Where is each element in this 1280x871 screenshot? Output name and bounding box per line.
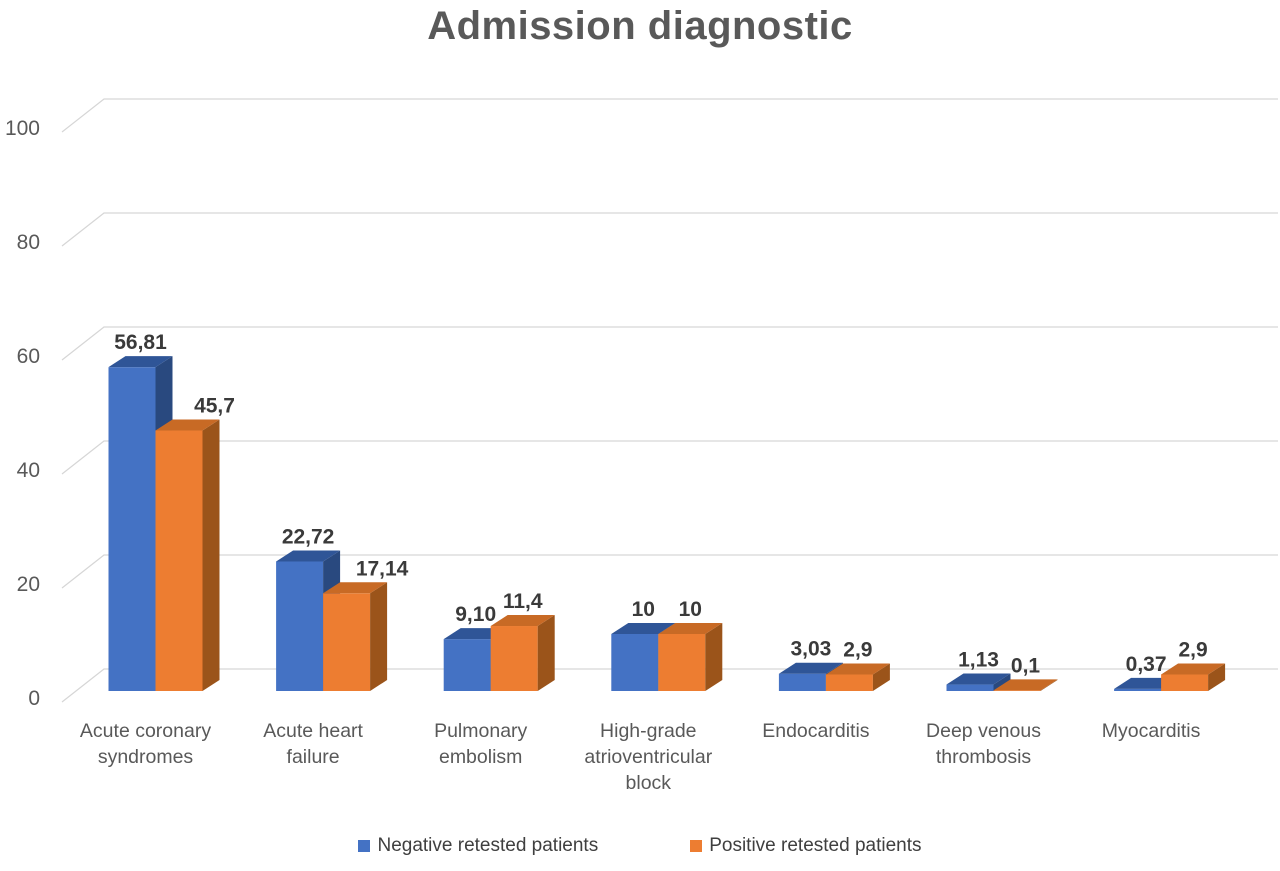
y-axis-tick-label: 40 xyxy=(17,459,40,482)
gridline-80 xyxy=(61,212,1278,247)
category-label: High-grade xyxy=(600,720,696,742)
data-label: 56,81 xyxy=(114,331,167,354)
legend-swatch-negative xyxy=(358,840,371,852)
bar-positive-side xyxy=(1208,663,1226,691)
bar-negative-top xyxy=(276,550,341,562)
category-label: Endocarditis xyxy=(762,720,870,742)
category-label: atrioventricular xyxy=(584,746,712,768)
y-axis-tick-label: 100 xyxy=(5,117,40,140)
data-label: 0,37 xyxy=(1126,653,1167,676)
legend-label-negative: Negative retested patients xyxy=(377,835,599,856)
gridline-100 xyxy=(61,98,1278,133)
category-label: Myocarditis xyxy=(1102,720,1201,742)
bar-positive-side xyxy=(705,623,723,691)
bar-negative-front xyxy=(443,639,491,691)
data-label: 2,9 xyxy=(843,638,872,661)
bar-positive-top xyxy=(825,663,890,675)
bar-positive-front xyxy=(993,690,1041,691)
bar-positive-side xyxy=(872,663,890,691)
data-label: 22,72 xyxy=(282,525,335,548)
y-axis-tick-label: 20 xyxy=(17,573,40,596)
data-label: 2,9 xyxy=(1178,638,1207,661)
category-label: Acute coronary xyxy=(80,720,211,742)
category-label: block xyxy=(626,772,672,794)
bar-negative-front xyxy=(108,367,156,691)
category-label: failure xyxy=(287,746,340,768)
data-label: 17,14 xyxy=(356,557,409,580)
chart-title: Admission diagnostic xyxy=(427,4,853,48)
y-axis-tick-label: 80 xyxy=(17,231,40,254)
bar-positive-front xyxy=(658,634,706,691)
bar-positive-top xyxy=(155,419,220,431)
bar-positive-front xyxy=(323,593,371,691)
bar-negative-top xyxy=(946,673,1011,685)
category-label: thrombosis xyxy=(936,746,1032,768)
data-label: 3,03 xyxy=(790,638,831,661)
y-axis-tick-label: 0 xyxy=(28,687,40,710)
bar-positive-side xyxy=(202,419,220,691)
bar-negative-top xyxy=(108,356,173,368)
bar-negative-side xyxy=(993,673,1011,691)
bar-negative-front xyxy=(1114,688,1162,691)
bar-positive-top xyxy=(658,623,723,634)
category-label: syndromes xyxy=(98,746,194,768)
bar-negative-top xyxy=(778,662,843,674)
data-label: 1,13 xyxy=(958,649,999,672)
legend-item-negative: Negative retested patients xyxy=(358,835,598,857)
category-label: Deep venous xyxy=(926,720,1041,742)
data-label: 11,4 xyxy=(503,590,543,613)
bar-positive-top xyxy=(323,582,388,594)
category-label: embolism xyxy=(439,746,522,768)
bar-negative-front xyxy=(276,561,324,691)
y-axis-tick-label: 60 xyxy=(17,345,40,368)
gridline-20 xyxy=(61,554,1278,589)
category-label: Pulmonary xyxy=(434,720,527,742)
legend-swatch-positive xyxy=(690,840,703,852)
bar-positive-side xyxy=(537,615,555,691)
bar-negative-front xyxy=(778,673,826,691)
data-label: 45,7 xyxy=(194,395,235,418)
data-label: 10 xyxy=(632,598,655,621)
bar-positive-top xyxy=(1161,663,1226,675)
bar-negative-front xyxy=(946,684,994,691)
bar-positive-front xyxy=(155,430,203,691)
bar-positive-front xyxy=(825,674,873,691)
bar-negative-top xyxy=(611,623,676,634)
bar-positive-side xyxy=(1040,679,1058,691)
gridline-60 xyxy=(61,326,1278,361)
legend: Negative retested patients Positive rete… xyxy=(0,835,1280,857)
data-label: 0,1 xyxy=(1011,654,1041,677)
legend-item-positive: Positive retested patients xyxy=(690,835,922,857)
bar-positive-top xyxy=(993,679,1058,691)
bar-positive-front xyxy=(1161,674,1209,691)
bar-positive-side xyxy=(370,582,388,691)
category-label: Acute heart xyxy=(263,720,363,742)
bar-positive-front xyxy=(490,626,538,691)
gridline-40 xyxy=(61,440,1278,475)
bar-positive-top xyxy=(490,615,555,627)
bar-negative-front xyxy=(611,634,659,691)
data-label: 9,10 xyxy=(455,603,496,626)
data-label: 10 xyxy=(679,598,702,621)
legend-label-positive: Positive retested patients xyxy=(709,835,922,856)
